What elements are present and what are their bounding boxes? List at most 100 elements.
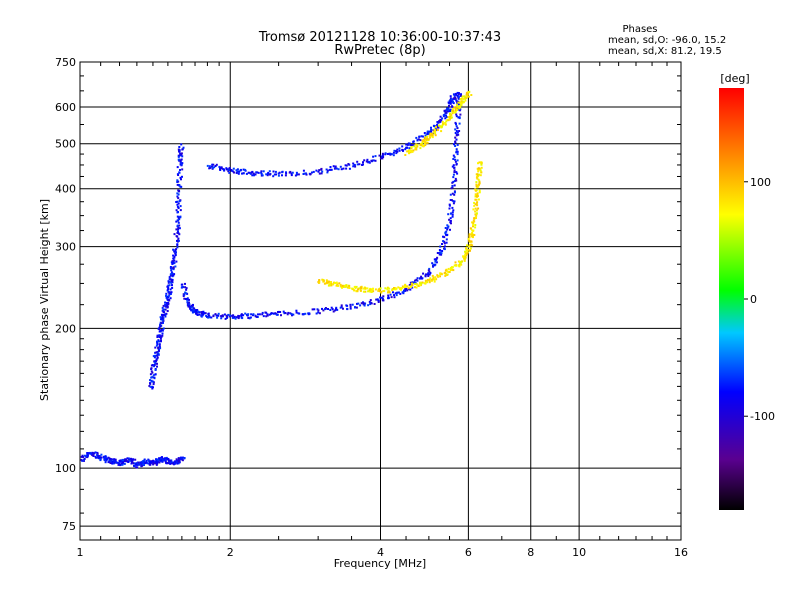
data-point: [424, 141, 427, 143]
data-point: [177, 193, 180, 196]
data-point: [467, 237, 470, 240]
data-point: [415, 278, 418, 281]
data-point: [165, 292, 168, 295]
data-point: [364, 302, 367, 305]
data-point: [174, 248, 177, 251]
data-point: [268, 313, 271, 316]
data-point: [188, 298, 190, 301]
data-point: [469, 241, 471, 244]
data-point: [164, 315, 167, 318]
data-point: [207, 312, 210, 315]
data-point: [153, 365, 156, 368]
data-point: [390, 153, 393, 156]
data-point: [173, 273, 176, 276]
data-point: [430, 279, 433, 282]
data-point: [86, 452, 89, 455]
data-point: [446, 224, 449, 227]
data-point: [414, 283, 417, 285]
data-point: [321, 278, 324, 281]
data-point: [176, 459, 178, 462]
data-point: [262, 170, 265, 173]
data-point: [383, 290, 386, 292]
data-point: [183, 297, 186, 300]
data-point: [236, 168, 239, 171]
data-point: [297, 173, 300, 176]
data-point: [438, 249, 441, 251]
data-point: [177, 202, 180, 205]
data-point: [179, 169, 181, 171]
data-point: [447, 110, 450, 113]
data-point: [430, 132, 433, 135]
data-point: [439, 272, 442, 275]
data-point: [403, 285, 406, 288]
data-point: [185, 287, 188, 290]
data-point: [375, 298, 378, 301]
data-point: [450, 98, 453, 101]
data-point: [274, 170, 277, 173]
data-point: [348, 285, 351, 287]
data-point: [468, 236, 471, 239]
data-point: [452, 100, 454, 103]
data-point: [178, 146, 181, 148]
data-point: [478, 181, 481, 184]
y-tick-label: 100: [55, 462, 76, 475]
data-point: [468, 233, 471, 236]
data-point: [454, 140, 457, 143]
grid-lines: [80, 62, 681, 540]
data-point: [279, 311, 282, 313]
data-point: [474, 213, 477, 216]
data-point: [389, 153, 392, 156]
data-point: [452, 176, 455, 179]
data-point: [448, 118, 451, 121]
data-point: [123, 462, 126, 465]
data-point: [455, 123, 457, 126]
data-point: [446, 107, 449, 110]
data-point: [172, 267, 175, 270]
data-point: [161, 315, 164, 318]
data-point: [367, 304, 370, 307]
data-point: [453, 180, 456, 182]
data-point: [156, 334, 159, 337]
data-point: [474, 224, 477, 226]
data-point: [154, 361, 157, 364]
data-point: [214, 165, 217, 167]
data-point: [455, 148, 458, 151]
data-point: [452, 158, 455, 160]
data-point: [366, 287, 369, 290]
data-point: [441, 124, 444, 127]
data-point: [360, 302, 363, 305]
data-point: [415, 146, 418, 149]
data-point: [372, 287, 374, 290]
y-tick-label: 750: [55, 56, 76, 69]
data-point: [380, 290, 383, 293]
data-point: [456, 101, 459, 104]
data-point: [426, 135, 429, 138]
data-point: [167, 301, 169, 304]
data-point: [188, 303, 191, 306]
data-point: [184, 291, 187, 294]
data-point: [261, 313, 264, 316]
data-point: [409, 150, 412, 152]
data-point: [455, 107, 457, 110]
data-point: [162, 304, 165, 307]
data-point: [409, 144, 412, 147]
data-point: [419, 139, 422, 142]
data-point: [368, 300, 371, 303]
data-point: [453, 166, 456, 169]
data-point: [230, 169, 233, 172]
data-point: [326, 169, 329, 172]
data-point: [132, 458, 135, 461]
data-point: [154, 351, 157, 354]
data-point: [232, 170, 235, 173]
data-point: [86, 454, 89, 457]
data-point: [480, 162, 483, 164]
data-point: [336, 283, 339, 286]
data-point: [453, 106, 456, 109]
data-point: [453, 143, 455, 146]
data-point: [186, 298, 189, 300]
data-point: [138, 461, 140, 464]
data-point: [374, 288, 377, 291]
data-point: [452, 173, 455, 176]
data-point: [378, 290, 381, 293]
data-point: [400, 287, 403, 290]
